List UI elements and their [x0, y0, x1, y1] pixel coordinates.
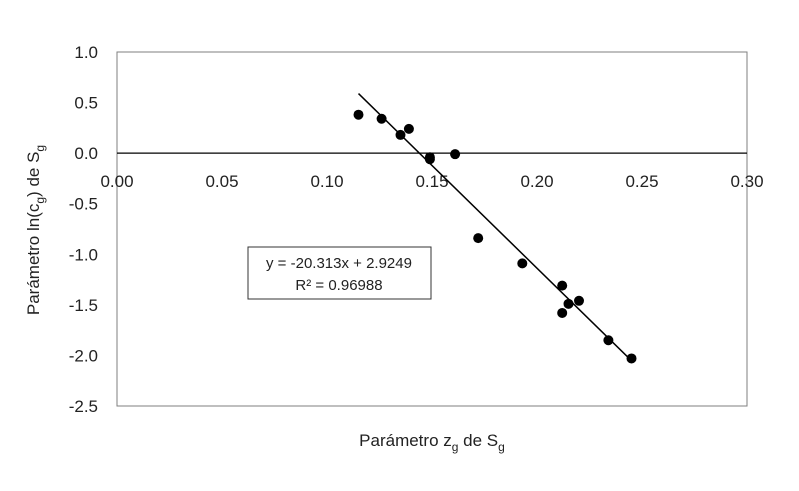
y-tick-labels: 1.0 0.5 0.0 -0.5 -1.0 -1.5 -2.0 -2.5	[69, 43, 98, 416]
x-tick-label: 0.20	[520, 172, 553, 191]
data-point	[517, 258, 528, 269]
r-squared-text: R² = 0.96988	[295, 277, 382, 294]
data-point	[473, 233, 484, 244]
data-point	[403, 123, 414, 134]
x-tick-label: 0.10	[310, 172, 343, 191]
x-axis-title-mid: de S	[458, 431, 498, 450]
data-points	[353, 109, 637, 364]
data-point	[395, 129, 406, 140]
y-tick-label: 0.0	[74, 144, 98, 163]
data-point	[557, 307, 568, 318]
data-point	[603, 335, 614, 346]
y-axis-title-sub2: g	[33, 145, 47, 152]
data-point	[626, 353, 637, 364]
data-point	[450, 149, 461, 160]
y-tick-label: -2.5	[69, 397, 98, 416]
x-axis-title-sub2: g	[498, 440, 505, 454]
y-axis-title: Parámetro ln(cg) de Sg	[24, 145, 47, 315]
y-tick-label: -2.0	[69, 346, 98, 365]
x-axis-title-sub1: g	[452, 440, 459, 454]
x-tick-label: 0.00	[100, 172, 133, 191]
x-tick-label: 0.25	[625, 172, 658, 191]
x-tick-label: 0.30	[730, 172, 763, 191]
x-tick-label: 0.15	[415, 172, 448, 191]
x-tick-label: 0.05	[205, 172, 238, 191]
y-axis-title-mid: ) de S	[24, 152, 43, 197]
data-point	[376, 113, 387, 124]
x-axis-title: Parámetro zg de Sg	[359, 431, 505, 454]
x-axis-title-main: Parámetro z	[359, 431, 452, 450]
y-axis-title-sub1: g	[33, 197, 47, 204]
y-tick-label: -1.0	[69, 245, 98, 264]
data-point	[424, 154, 435, 165]
y-tick-label: -0.5	[69, 195, 98, 214]
y-tick-label: -1.5	[69, 296, 98, 315]
data-point	[353, 109, 364, 120]
equation-text: y = -20.313x + 2.9249	[266, 255, 412, 272]
data-point	[557, 280, 568, 291]
x-tick-labels: 0.00 0.05 0.10 0.15 0.20 0.25 0.30	[100, 172, 763, 191]
y-tick-label: 0.5	[74, 94, 98, 113]
data-point	[574, 295, 584, 306]
data-point	[563, 298, 574, 309]
y-tick-label: 1.0	[74, 43, 98, 62]
equation-box: y = -20.313x + 2.9249 R² = 0.96988	[247, 246, 432, 300]
plot-area-frame	[116, 51, 748, 407]
y-axis-title-main: Parámetro ln(c	[24, 203, 43, 315]
equation-box-frame	[247, 246, 432, 300]
